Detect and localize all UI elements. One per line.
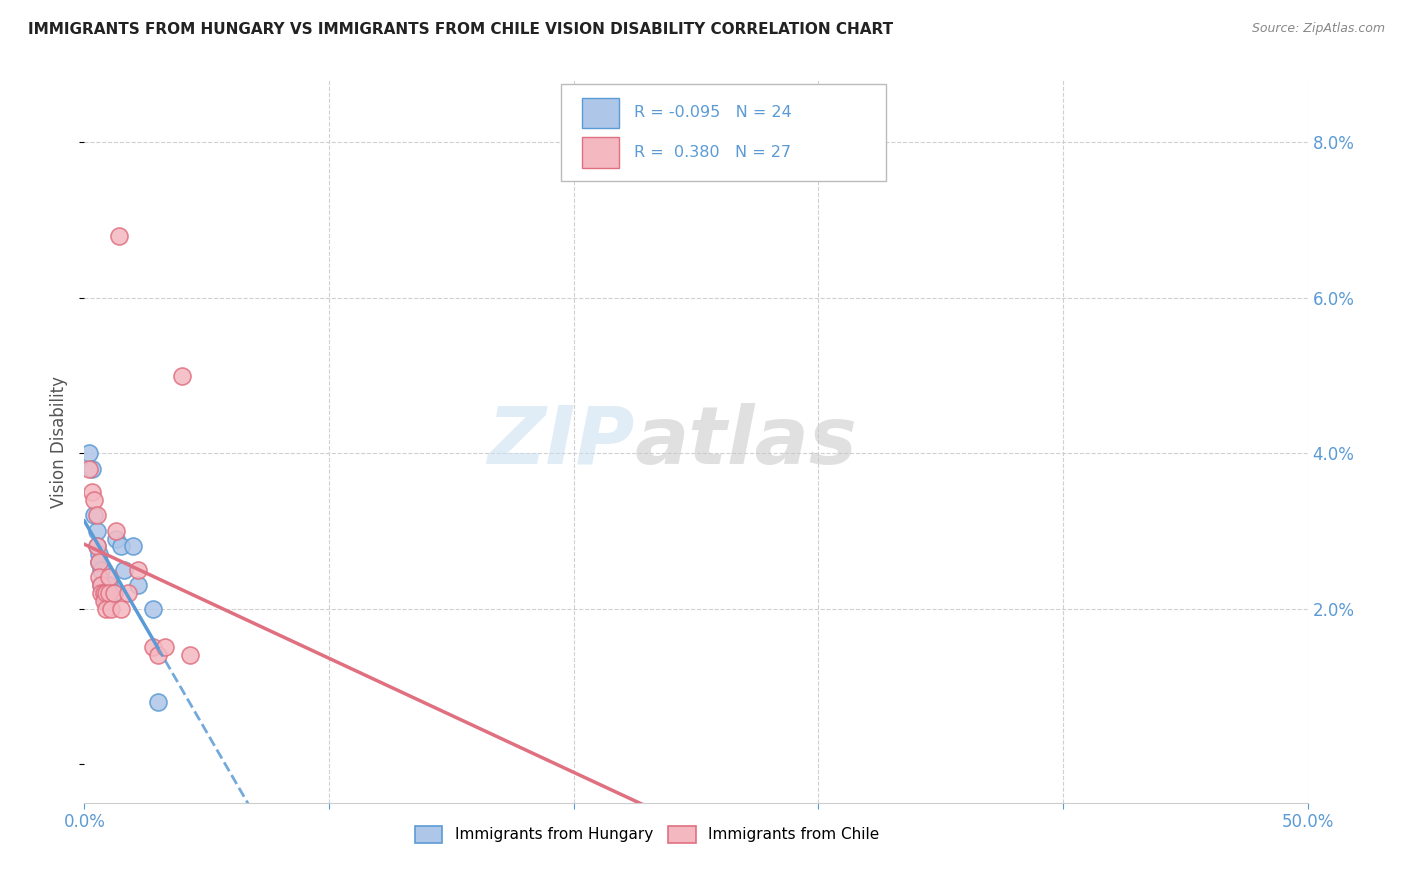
Point — [100, 601, 122, 615]
Point — [107, 228, 129, 243]
Point — [146, 648, 169, 663]
Bar — [582, 97, 619, 128]
Point — [80, 461, 103, 475]
Point — [87, 547, 110, 561]
Point — [142, 640, 165, 655]
Text: R = -0.095   N = 24: R = -0.095 N = 24 — [634, 105, 792, 120]
Point — [97, 570, 120, 584]
Point — [117, 586, 139, 600]
Point — [80, 485, 103, 500]
Text: ZIP: ZIP — [488, 402, 636, 481]
Point — [83, 508, 105, 523]
Point — [86, 508, 108, 523]
Point — [93, 586, 115, 600]
Point — [127, 563, 149, 577]
Point — [103, 586, 125, 600]
Text: Source: ZipAtlas.com: Source: ZipAtlas.com — [1251, 22, 1385, 36]
Point — [90, 578, 112, 592]
Bar — [582, 137, 619, 168]
Point — [90, 563, 112, 577]
Point — [96, 586, 118, 600]
Point — [96, 601, 118, 615]
Text: IMMIGRANTS FROM HUNGARY VS IMMIGRANTS FROM CHILE VISION DISABILITY CORRELATION C: IMMIGRANTS FROM HUNGARY VS IMMIGRANTS FR… — [28, 22, 893, 37]
Point — [127, 578, 149, 592]
Point — [86, 540, 108, 554]
Point — [77, 461, 100, 475]
Point — [105, 524, 128, 538]
Point — [179, 648, 201, 663]
Point — [97, 586, 120, 600]
Point — [103, 586, 125, 600]
FancyBboxPatch shape — [561, 84, 886, 181]
Point — [100, 586, 122, 600]
Point — [93, 594, 115, 608]
Point — [77, 446, 100, 460]
Point — [96, 594, 118, 608]
Point — [87, 555, 110, 569]
Point — [97, 578, 120, 592]
Point — [93, 586, 115, 600]
Point — [105, 532, 128, 546]
Point — [90, 578, 112, 592]
Point — [142, 601, 165, 615]
Point — [110, 601, 132, 615]
Point — [153, 640, 176, 655]
Point — [112, 563, 135, 577]
Point — [172, 368, 194, 383]
Legend: Immigrants from Hungary, Immigrants from Chile: Immigrants from Hungary, Immigrants from… — [409, 820, 886, 849]
Point — [97, 586, 120, 600]
Point — [87, 555, 110, 569]
Point — [87, 570, 110, 584]
Point — [90, 586, 112, 600]
Point — [83, 492, 105, 507]
Point — [110, 540, 132, 554]
Y-axis label: Vision Disability: Vision Disability — [51, 376, 69, 508]
Point — [122, 540, 145, 554]
Text: R =  0.380   N = 27: R = 0.380 N = 27 — [634, 145, 790, 160]
Point — [86, 524, 108, 538]
Point — [146, 695, 169, 709]
Point — [93, 586, 115, 600]
Point — [86, 540, 108, 554]
Point — [96, 586, 118, 600]
Text: atlas: atlas — [636, 402, 858, 481]
